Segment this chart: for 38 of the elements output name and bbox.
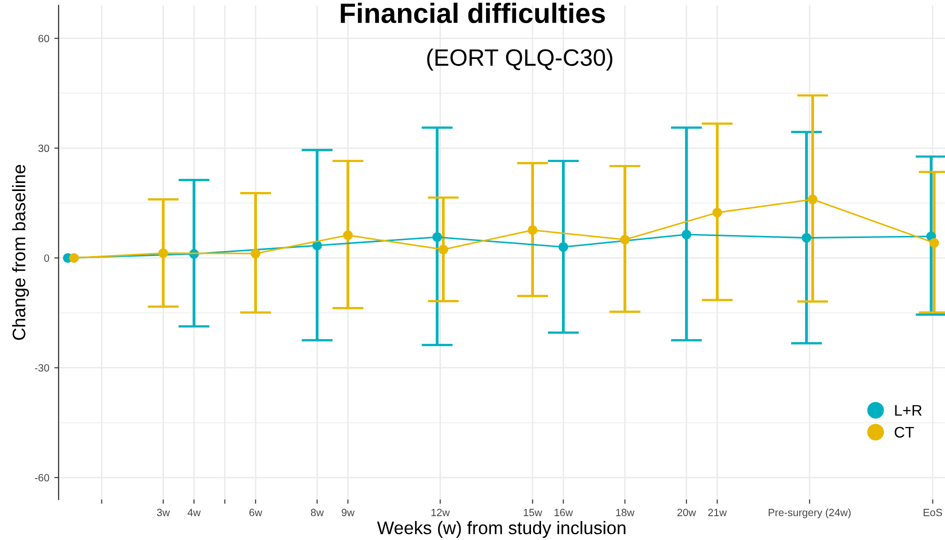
x-tick-label: 18w	[616, 508, 634, 516]
y-tick-label: 30	[38, 144, 50, 152]
point	[558, 242, 568, 252]
x-tick-label: 9w	[342, 508, 355, 516]
legend-label: CT	[894, 426, 914, 438]
x-tick-label: EoS	[924, 508, 942, 516]
y-axis-title: Change from baseline	[12, 164, 29, 340]
point	[438, 244, 448, 254]
point	[432, 232, 442, 242]
x-tick-label: 16w	[554, 508, 573, 516]
x-tick-label: 20w	[677, 508, 696, 516]
point	[250, 248, 260, 258]
y-tick-label: 60	[38, 34, 50, 42]
point	[712, 208, 722, 218]
point	[682, 230, 692, 240]
x-tick-label: 15w	[524, 508, 542, 516]
point	[158, 248, 168, 258]
y-tick-label: 0	[44, 254, 50, 262]
chart-title: Financial difficulties	[340, 2, 605, 24]
x-tick-label: 12w	[431, 508, 450, 516]
y-tick-label: -60	[34, 474, 50, 482]
x-tick-label: 3w	[156, 508, 170, 516]
x-axis-title: Weeks (w) from study inclusion	[377, 521, 626, 538]
x-tick-label: 4w	[188, 508, 201, 516]
x-tick-label: 6w	[249, 508, 262, 516]
point	[343, 230, 353, 240]
y-tick-label: -30	[34, 364, 50, 372]
point	[620, 234, 630, 244]
point	[528, 225, 538, 235]
point	[69, 253, 79, 263]
x-tick-label: 21w	[708, 508, 727, 516]
x-tick-label: Pre-surgery (24w)	[768, 508, 851, 518]
text: (EORT QLQ-C30)	[427, 48, 612, 71]
point	[802, 232, 812, 243]
point	[808, 194, 818, 204]
point	[929, 238, 940, 248]
legend-label: L+R	[895, 405, 922, 416]
x-tick-label: 8w	[310, 508, 324, 516]
